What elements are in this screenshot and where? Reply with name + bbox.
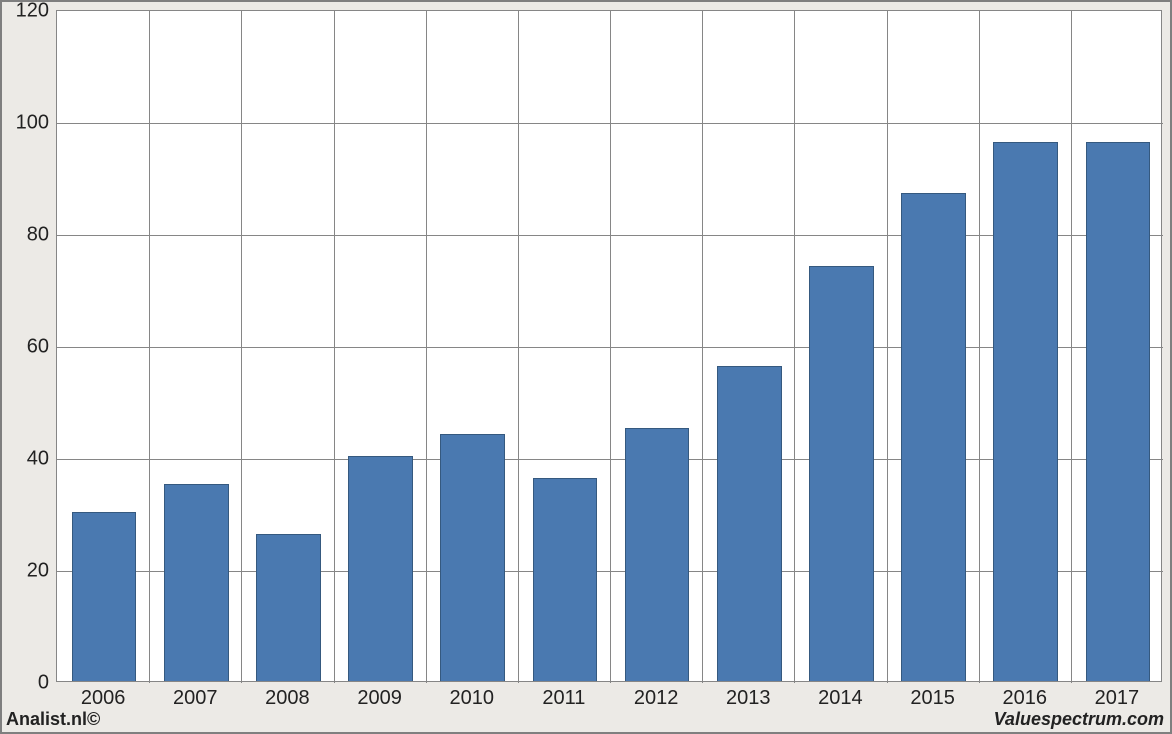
y-tick-label: 40 xyxy=(27,448,49,471)
x-tick-label: 2015 xyxy=(910,687,955,710)
x-tick-label: 2014 xyxy=(818,687,863,710)
bar xyxy=(625,428,690,681)
x-tick-label: 2011 xyxy=(542,687,585,710)
x-tick-label: 2010 xyxy=(450,687,495,710)
x-tick-label: 2009 xyxy=(357,687,402,710)
x-tick-label: 2013 xyxy=(726,687,771,710)
gridline-vertical xyxy=(887,11,888,683)
footer-right: Valuespectrum.com xyxy=(994,709,1164,730)
bar xyxy=(717,366,782,681)
chart-frame: 0 20 40 60 80 100 120 2006 2007 2008 2009 2010 2011 2… xyxy=(0,0,1172,734)
bar xyxy=(533,478,598,681)
gridline-vertical xyxy=(1071,11,1072,683)
gridline-vertical xyxy=(518,11,519,683)
gridline-vertical xyxy=(426,11,427,683)
gridline-vertical xyxy=(979,11,980,683)
y-tick-label: 120 xyxy=(16,0,49,23)
y-tick-label: 0 xyxy=(38,672,49,695)
bar xyxy=(901,193,966,681)
bar xyxy=(1086,142,1151,681)
bar xyxy=(440,434,505,681)
gridline-vertical xyxy=(610,11,611,683)
x-tick-label: 2017 xyxy=(1095,687,1140,710)
y-tick-label: 60 xyxy=(27,336,49,359)
bar xyxy=(348,456,413,681)
plot-area: 0204060801001202006200720082009201020112… xyxy=(56,10,1162,682)
x-tick-label: 2012 xyxy=(634,687,679,710)
y-tick-label: 100 xyxy=(16,112,49,135)
x-tick-label: 2016 xyxy=(1003,687,1048,710)
gridline-vertical xyxy=(241,11,242,683)
bar xyxy=(256,534,321,681)
gridline-vertical xyxy=(794,11,795,683)
footer-left: Analist.nl© xyxy=(6,709,100,730)
gridline-vertical xyxy=(702,11,703,683)
x-tick-label: 2008 xyxy=(265,687,310,710)
bar xyxy=(809,266,874,681)
bar xyxy=(72,512,137,681)
x-tick-label: 2007 xyxy=(173,687,218,710)
x-tick-label: 2006 xyxy=(81,687,126,710)
bar xyxy=(993,142,1058,681)
y-tick-label: 80 xyxy=(27,224,49,247)
y-tick-label: 20 xyxy=(27,560,49,583)
bar xyxy=(164,484,229,681)
gridline-vertical xyxy=(334,11,335,683)
gridline-vertical xyxy=(149,11,150,683)
